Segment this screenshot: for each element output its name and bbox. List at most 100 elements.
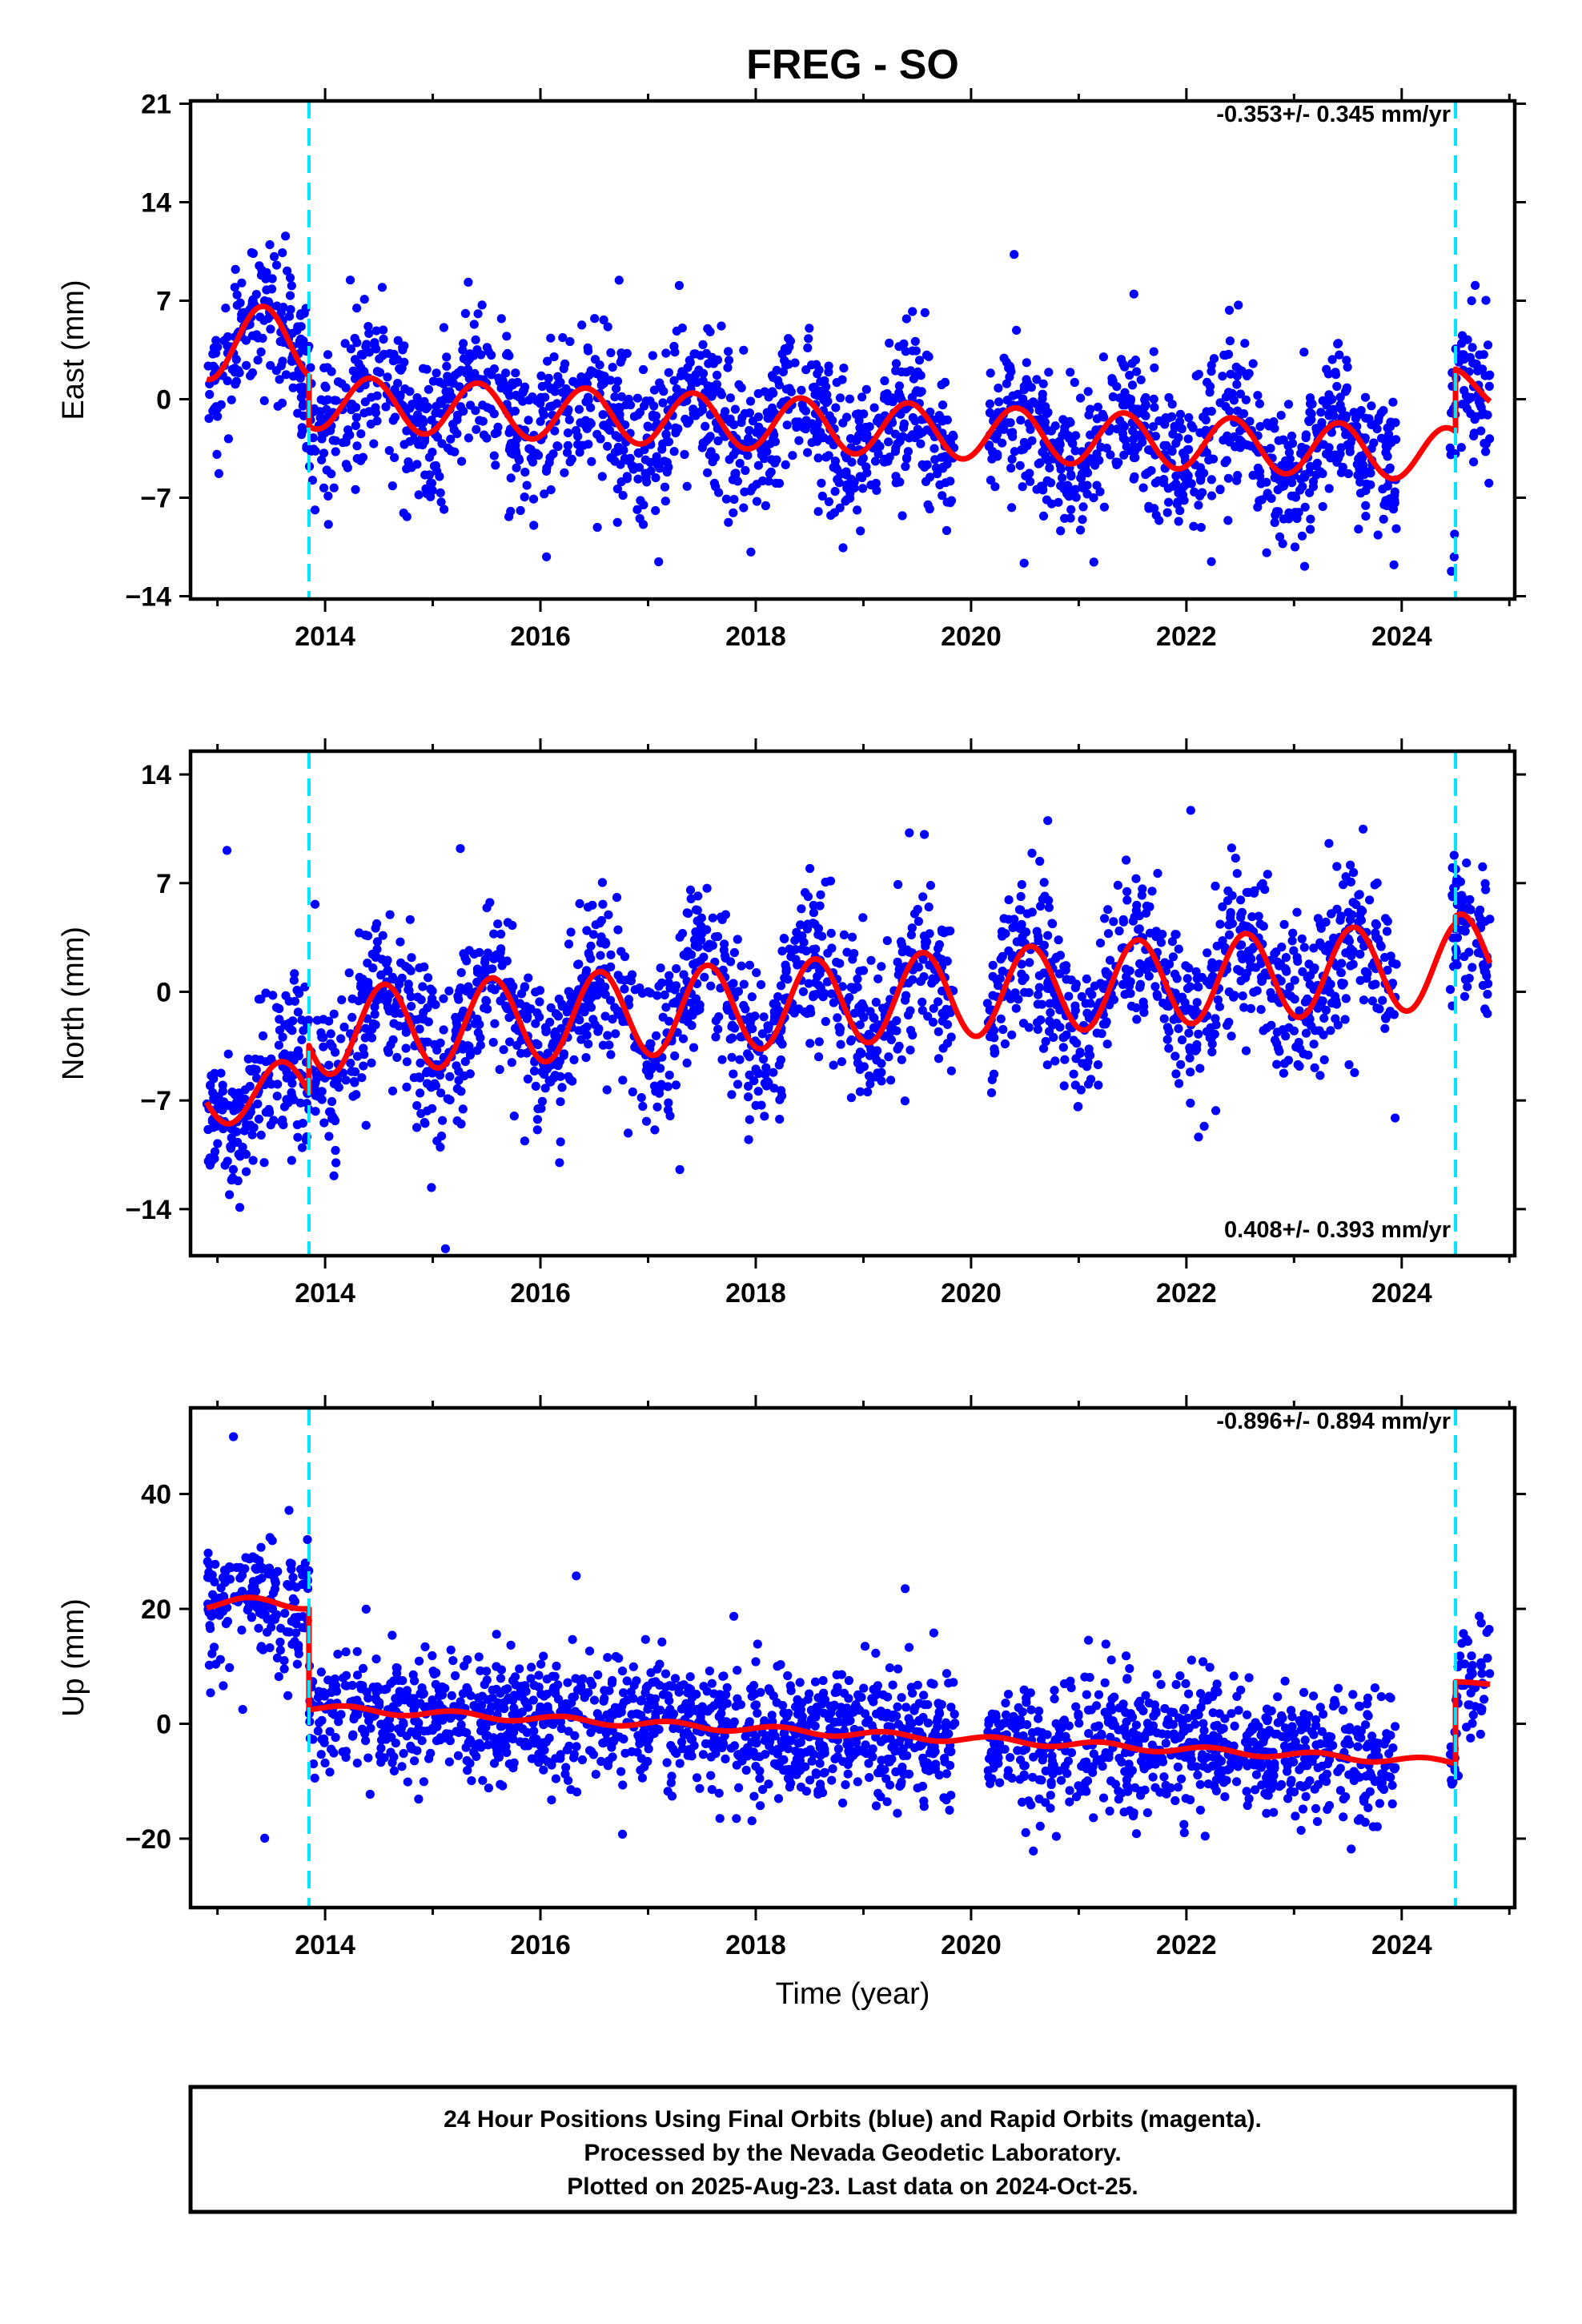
- north-data-point: [1452, 877, 1461, 887]
- north-data-point: [618, 1076, 628, 1085]
- north-data-point: [300, 982, 310, 991]
- east-data-point: [1224, 305, 1235, 315]
- north-data-point: [372, 944, 382, 954]
- north-data-point: [988, 960, 998, 970]
- east-data-point: [277, 398, 287, 408]
- east-data-point: [993, 429, 1002, 439]
- east-data-point: [1275, 532, 1285, 542]
- north-data-point: [218, 1080, 227, 1090]
- east-data-point: [1045, 463, 1054, 472]
- up-data-point: [288, 1573, 298, 1582]
- up-data-point: [1251, 1770, 1262, 1779]
- north-data-point: [897, 939, 906, 950]
- north-data-point: [555, 1158, 564, 1168]
- north-data-point: [526, 1004, 536, 1014]
- north-data-point: [573, 960, 583, 970]
- up-data-point: [1125, 1664, 1134, 1674]
- north-data-point: [858, 913, 868, 923]
- east-data-point: [1196, 474, 1206, 484]
- east-data-point: [1331, 450, 1340, 460]
- north-data-point: [1122, 887, 1132, 896]
- up-data-point: [1317, 1727, 1327, 1736]
- north-data-point: [383, 955, 392, 965]
- east-data-point: [835, 503, 845, 513]
- east-data-point: [914, 356, 925, 365]
- east-data-point: [841, 467, 851, 476]
- east-data-point: [1306, 525, 1315, 534]
- east-data-point: [385, 348, 395, 359]
- north-data-point: [833, 1013, 842, 1023]
- east-data-point: [1075, 525, 1086, 535]
- east-data-point: [1078, 480, 1087, 490]
- north-data-point: [1449, 962, 1459, 971]
- north-data-point: [753, 1087, 763, 1096]
- east-data-point: [1253, 391, 1263, 400]
- east-data-point: [323, 491, 333, 501]
- north-data-point: [886, 1076, 896, 1085]
- east-data-point: [370, 338, 379, 348]
- north-data-point: [624, 975, 633, 984]
- north-y-tick-label: −14: [125, 1195, 171, 1225]
- north-data-point: [1094, 1080, 1103, 1090]
- north-data-point: [837, 1057, 846, 1067]
- east-data-point: [1227, 388, 1237, 398]
- north-data-point: [326, 1029, 335, 1039]
- east-data-point: [661, 348, 671, 358]
- north-data-point: [1014, 905, 1024, 915]
- east-data-point: [1062, 480, 1072, 490]
- east-data-point: [516, 505, 525, 516]
- east-data-point: [764, 476, 773, 486]
- east-data-point: [985, 399, 994, 408]
- north-data-point: [873, 974, 883, 983]
- east-data-point: [813, 453, 823, 463]
- north-data-point: [203, 1124, 213, 1135]
- north-data-point: [370, 1002, 379, 1011]
- east-data-point: [1175, 409, 1185, 419]
- up-data-point: [325, 1727, 335, 1736]
- north-data-point: [568, 1076, 577, 1086]
- north-data-point: [367, 1024, 377, 1034]
- east-data-point: [861, 384, 871, 394]
- north-data-point: [352, 1051, 363, 1061]
- east-data-point: [1333, 339, 1343, 349]
- east-data-point: [1007, 454, 1017, 464]
- north-data-point: [779, 934, 789, 943]
- north-data-point: [926, 881, 935, 891]
- north-data-point: [764, 1022, 773, 1031]
- east-data-point: [223, 341, 232, 351]
- up-data-point: [733, 1666, 742, 1675]
- up-data-point: [243, 1605, 252, 1614]
- north-data-point: [1287, 936, 1297, 946]
- east-data-point: [1354, 410, 1363, 420]
- east-data-point: [1012, 325, 1022, 335]
- up-data-point: [1363, 1803, 1373, 1812]
- north-data-point: [371, 952, 380, 962]
- east-data-point: [1036, 414, 1046, 424]
- east-data-point: [847, 457, 857, 467]
- east-data-point: [853, 409, 863, 419]
- east-data-point: [870, 456, 881, 466]
- east-data-point: [285, 273, 295, 283]
- north-data-point: [278, 1032, 287, 1042]
- east-data-point: [1319, 440, 1328, 449]
- east-data-point: [427, 479, 436, 489]
- north-data-point: [928, 974, 938, 983]
- north-data-point: [499, 1045, 508, 1055]
- east-data-point: [227, 395, 236, 404]
- north-data-point: [1122, 855, 1131, 865]
- north-data-point: [1059, 1081, 1069, 1091]
- east-data-point: [986, 368, 995, 378]
- north-data-point: [216, 1068, 226, 1078]
- east-data-point: [1130, 452, 1140, 463]
- east-data-point: [1018, 482, 1027, 492]
- east-data-point: [372, 367, 382, 376]
- north-data-point: [693, 891, 703, 901]
- north-data-point: [303, 1015, 314, 1025]
- east-data-point: [606, 348, 616, 358]
- east-data-point: [1354, 454, 1363, 464]
- east-data-point: [259, 316, 269, 325]
- east-data-point: [1008, 428, 1018, 437]
- east-data-point: [902, 453, 912, 463]
- north-data-point: [440, 1244, 451, 1253]
